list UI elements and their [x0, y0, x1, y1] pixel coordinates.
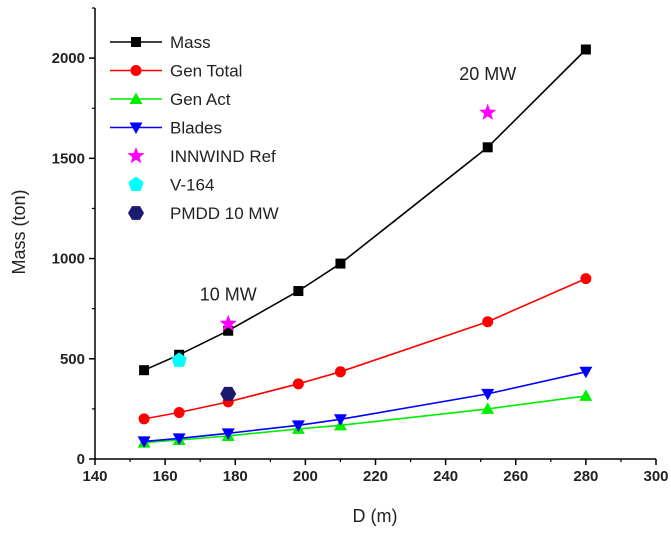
- x-tick-label: 140: [82, 468, 107, 485]
- legend-label: Gen Act: [170, 90, 231, 109]
- legend-item: PMDD 10 MW: [128, 204, 279, 223]
- data-point: [479, 103, 497, 120]
- x-axis-title: D (m): [353, 506, 398, 526]
- data-point: [579, 389, 593, 401]
- series-gen-total: [138, 273, 592, 425]
- data-point: [482, 142, 493, 153]
- legend-item: Blades: [110, 119, 222, 138]
- x-axis: 140 160 180 200 220 240 260 280 300: [82, 458, 669, 485]
- legend-marker: [127, 147, 145, 164]
- data-point: [171, 352, 187, 367]
- data-point: [139, 365, 150, 376]
- data-point: [172, 433, 186, 445]
- data-point: [579, 366, 593, 379]
- series-gen-act: [137, 389, 593, 448]
- annotation-label: 20 MW: [459, 64, 516, 84]
- legend-label: PMDD 10 MW: [170, 204, 279, 223]
- x-tick-label: 160: [153, 468, 178, 485]
- x-tick-label: 220: [363, 468, 388, 485]
- data-point: [221, 428, 235, 440]
- annotations: 10 MW 20 MW: [200, 64, 516, 304]
- annotation-label: 10 MW: [200, 285, 257, 305]
- series-blades: [137, 366, 593, 448]
- x-tick-label: 200: [293, 468, 318, 485]
- legend-marker: [129, 92, 143, 104]
- data-point: [482, 316, 494, 328]
- legend-item: Gen Act: [110, 90, 231, 109]
- y-tick-label: 0: [77, 451, 85, 468]
- series-pmdd-10-mw: [220, 386, 237, 401]
- legend-marker: [130, 65, 142, 76]
- y-tick-label: 2000: [52, 50, 85, 67]
- data-point: [334, 366, 346, 378]
- x-tick-label: 260: [503, 468, 528, 485]
- series-v-164: [171, 352, 187, 367]
- legend-item: INNWIND Ref: [127, 147, 276, 166]
- legend-label: Blades: [170, 119, 222, 138]
- y-axis-title: Mass (ton): [9, 189, 29, 274]
- series-innwind-ref: [219, 103, 497, 331]
- plot-area: [137, 44, 593, 448]
- data-point: [173, 406, 185, 418]
- legend-label: INNWIND Ref: [170, 147, 276, 166]
- data-point: [580, 273, 592, 285]
- data-point: [137, 436, 151, 448]
- data-point: [335, 258, 346, 269]
- legend-marker: [128, 206, 144, 220]
- legend-label: V-164: [170, 176, 214, 195]
- data-point: [219, 314, 237, 331]
- legend-item: Mass: [110, 33, 211, 52]
- data-point: [223, 325, 234, 336]
- legend-label: Mass: [170, 33, 211, 52]
- y-axis: 0 500 1000 1500 2000: [52, 7, 96, 468]
- data-point: [293, 286, 304, 297]
- legend-marker: [128, 176, 144, 191]
- x-tick-label: 180: [223, 468, 248, 485]
- legend-item: V-164: [128, 176, 214, 195]
- legend-item: Gen Total: [110, 62, 242, 81]
- y-tick-label: 500: [60, 351, 85, 368]
- data-point: [580, 44, 591, 55]
- legend-marker: [129, 122, 143, 134]
- data-point: [481, 388, 495, 401]
- y-tick-label: 1000: [52, 251, 85, 268]
- data-point: [481, 402, 495, 414]
- x-tick-label: 300: [643, 468, 668, 485]
- x-tick-label: 280: [573, 468, 598, 485]
- data-point: [333, 414, 347, 426]
- y-tick-label: 1500: [52, 150, 85, 167]
- data-point: [291, 420, 305, 432]
- series-line: [144, 371, 587, 443]
- data-point: [292, 378, 304, 390]
- data-point: [220, 386, 237, 401]
- x-tick-label: 240: [433, 468, 458, 485]
- legend: Mass Gen Total Gen Act Blades INNWIND Ref V-1…: [110, 33, 279, 223]
- data-point: [138, 413, 150, 425]
- legend-marker: [131, 37, 141, 47]
- legend-label: Gen Total: [170, 62, 242, 81]
